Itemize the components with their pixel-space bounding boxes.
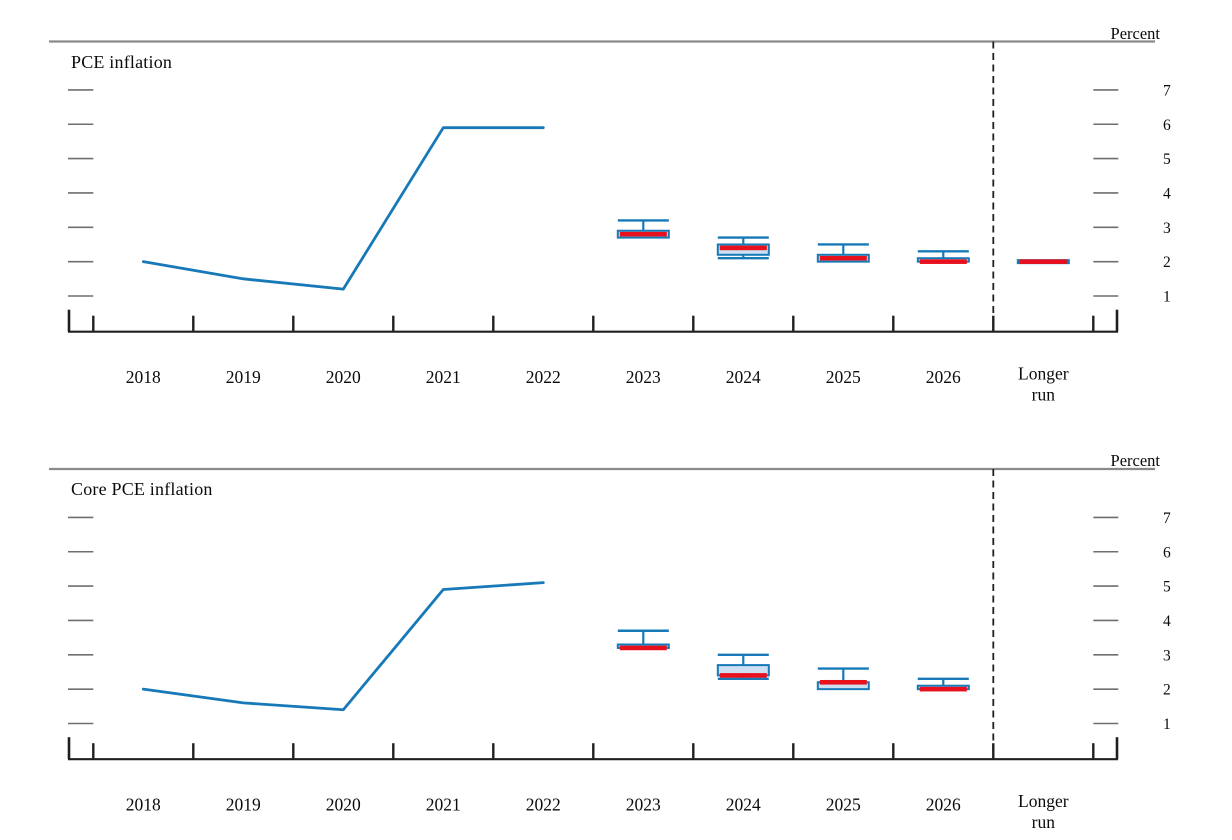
pce-inflation-x-label-2025: 2025 [826,367,861,387]
core-pce-inflation-ytick-label-2: 2 [1163,682,1171,699]
core-pce-inflation-x-label-2019: 2019 [226,795,261,815]
percent-unit-label-bottom: Percent [1110,451,1160,470]
core-pce-inflation-x-label-2026: 2026 [926,795,961,815]
core-pce-inflation-x-label-2022: 2022 [526,795,561,815]
core-pce-inflation-x-label-2018: 2018 [126,795,161,815]
pce-inflation-x-label-2018: 2018 [126,367,161,387]
core-pce-inflation-projection-2023-median-bar [619,645,667,651]
pce-inflation-x-label-2022: 2022 [526,367,561,387]
core-pce-inflation-x-label-2025: 2025 [826,795,861,815]
core-pce-inflation-x-label-2020: 2020 [326,795,361,815]
core-pce-inflation-x-label-2023: 2023 [626,795,661,815]
pce-inflation-ytick-label-1: 1 [1163,289,1171,306]
pce-inflation-projection-longer-run-median-bar [1019,259,1067,264]
pce-inflation-projection-2026-median-bar [919,259,967,264]
pce-inflation-ytick-label-3: 3 [1163,220,1171,237]
pce-inflation-x-label-longer: Longer [1018,364,1069,384]
core-pce-inflation-x-label-2021: 2021 [426,795,461,815]
pce-inflation-x-label-2026: 2026 [926,367,961,387]
core-pce-inflation-ytick-label-5: 5 [1163,579,1171,596]
pce-inflation-x-label-2020: 2020 [326,367,361,387]
chart-title-pce-inflation: PCE inflation [71,52,173,72]
pce-inflation-ytick-label-7: 7 [1163,82,1171,99]
pce-inflation-projection-2023-median-bar [619,231,667,237]
core-pce-inflation-x-label-run: run [1032,812,1056,832]
pce-inflation-x-label-2021: 2021 [426,367,461,387]
pce-inflation-ytick-label-4: 4 [1163,185,1171,202]
core-pce-inflation-history-line [141,581,545,712]
core-pce-inflation-ytick-label-3: 3 [1163,647,1171,664]
core-pce-inflation-ytick-label-7: 7 [1163,510,1171,527]
core-pce-inflation-projection-2024-median-bar [719,673,767,678]
core-pce-inflation-x-label-2024: 2024 [726,795,761,815]
core-pce-inflation-x-label-longer: Longer [1018,791,1069,811]
chart-title-core-pce-inflation: Core PCE inflation [71,479,213,499]
pce-inflation-x-label-2024: 2024 [726,367,761,387]
percent-unit-label-top: Percent [1110,24,1160,43]
pce-inflation-projection-2024-median-bar [719,245,767,251]
pce-inflation-ytick-label-5: 5 [1163,151,1171,168]
pce-inflation-x-label-2019: 2019 [226,367,261,387]
pce-inflation-ytick-label-6: 6 [1163,117,1171,134]
core-pce-inflation-projection-2025-median-bar [819,679,867,685]
core-pce-inflation-ytick-label-6: 6 [1163,544,1171,561]
pce-inflation-projection-2025-median-bar [819,255,867,261]
pce-inflation-x-label-2023: 2023 [626,367,661,387]
core-pce-inflation-ytick-label-4: 4 [1163,613,1171,630]
pce-inflation-history-line [141,126,545,291]
pce-inflation-ytick-label-2: 2 [1163,254,1171,271]
core-pce-inflation-ytick-label-1: 1 [1163,716,1171,733]
core-pce-inflation-projection-2026-median-bar [919,686,967,692]
pce-inflation-x-label-run: run [1032,385,1056,405]
